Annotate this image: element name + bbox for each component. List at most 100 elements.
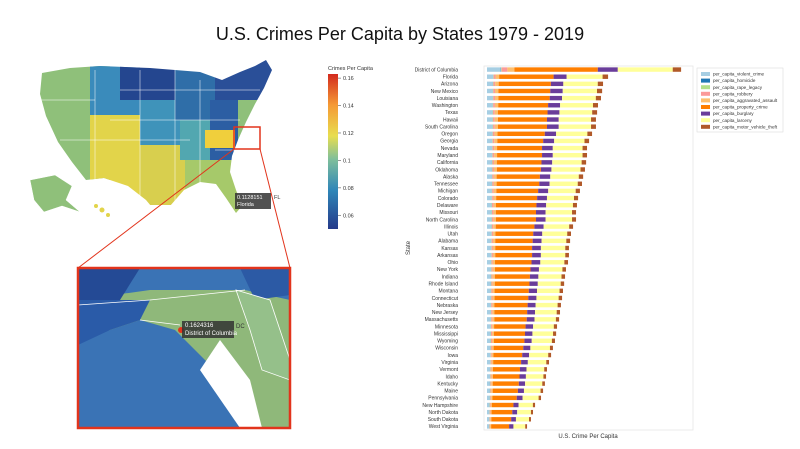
y-tick-label: West Virginia (429, 424, 458, 430)
bar-segment (534, 317, 556, 322)
bar-segment (521, 359, 528, 365)
y-tick-label: New Mexico (431, 89, 458, 95)
bar-segment (494, 288, 529, 294)
bar-segment (573, 195, 579, 201)
y-tick-label: Ohio (447, 260, 458, 266)
hawaii (99, 207, 105, 213)
y-tick-label: Georgia (440, 139, 458, 145)
bar-segment (489, 402, 491, 408)
bar-segment (498, 81, 551, 87)
bar-segment (560, 103, 593, 108)
bar-segment (526, 367, 545, 372)
bar-segment (498, 88, 551, 94)
bar-segment (532, 238, 542, 244)
bar-segment (491, 245, 493, 251)
bar-segment (527, 310, 536, 315)
legend-label: per_capita_violent_crime (713, 72, 765, 77)
colorbar-tick-label: 0.14 (343, 104, 354, 110)
bar-segment (491, 302, 493, 308)
bar-segment (602, 74, 609, 79)
y-tick-label: Pennsylvania (428, 396, 458, 402)
bar-segment (490, 424, 492, 429)
bar-segment (539, 174, 551, 179)
bar-segment (530, 345, 550, 351)
bar-segment (493, 174, 497, 179)
bar-segment (493, 81, 496, 87)
bar-segment (537, 195, 547, 201)
bar-segment (492, 188, 494, 194)
bar-segment (541, 160, 553, 165)
bar-segment (532, 331, 554, 336)
y-tick-label: Alaska (443, 174, 458, 180)
bar-segment (492, 260, 496, 265)
legend-swatch (701, 118, 710, 123)
bar-segment (487, 160, 492, 165)
y-tick-label: Rhode Island (429, 281, 459, 287)
bar-segment (492, 388, 518, 393)
y-tick-label: Virginia (441, 360, 458, 366)
bar-segment (495, 224, 535, 229)
bar-segment (492, 217, 494, 222)
bar-segment (487, 195, 492, 201)
bar-segment (493, 74, 496, 79)
bar-segment (567, 231, 572, 236)
tooltip-code: FL (274, 195, 280, 201)
bar-segment (491, 224, 494, 229)
bar-segment (545, 217, 573, 222)
bar-segment (582, 145, 588, 151)
bar-segment (492, 145, 495, 151)
bar-segment (492, 238, 496, 244)
bar-segment (543, 374, 547, 379)
bar-segment (497, 145, 543, 151)
bar-segment (509, 424, 514, 429)
legend-swatch (701, 111, 710, 116)
bar-segment (497, 131, 545, 137)
bar-segment (492, 317, 495, 322)
tooltip-name: Florida (237, 202, 255, 208)
bar-segment (494, 324, 526, 329)
y-tick-label: New York (437, 267, 459, 273)
bar-segment (487, 210, 492, 215)
bar-segment (491, 295, 493, 301)
bar-segment (493, 167, 497, 172)
colorbar-tick-label: 0.06 (343, 213, 354, 219)
legend: per_capita_violent_crimeper_capita_homic… (696, 67, 784, 133)
y-tick-label: North Dakota (429, 410, 459, 416)
bar-segment (487, 174, 492, 179)
bar-segment (487, 260, 492, 265)
bar-segment (487, 95, 493, 101)
bar-segment (581, 160, 587, 165)
bar-segment (525, 424, 528, 429)
bar-segment (491, 260, 493, 265)
bar-segment (487, 345, 491, 351)
bar-segment (487, 288, 491, 294)
y-tick-label: Missouri (439, 210, 458, 216)
bar-segment (547, 110, 560, 115)
bar-segment (491, 402, 514, 408)
tooltip-code: DC (236, 324, 245, 330)
bar-segment (494, 281, 530, 286)
y-tick-label: Maine (444, 389, 458, 395)
bar-segment (492, 274, 495, 279)
bar-segment (540, 260, 565, 265)
colorbar-ticks: 0.06 0.08 0.1 0.12 0.14 0.16 (338, 76, 354, 219)
y-tick-label: Wisconsin (435, 346, 458, 352)
bar-segment (492, 210, 494, 215)
bar-segment (487, 367, 490, 372)
bar-segment (493, 195, 497, 201)
bar-segment (493, 352, 523, 358)
bar-segment (490, 359, 492, 365)
zoom-box (233, 126, 261, 150)
legend-swatch (701, 85, 710, 90)
alaska (29, 174, 81, 213)
y-tick-label: Vermont (439, 367, 458, 373)
bar-segment (617, 67, 673, 72)
y-tick-label: Idaho (445, 374, 458, 380)
y-tick-label: California (437, 160, 458, 166)
bar-segment (491, 317, 493, 322)
legend-label: per_capita_property_crime (713, 105, 768, 110)
bar-segment (526, 317, 535, 322)
bar-segment (492, 374, 520, 379)
